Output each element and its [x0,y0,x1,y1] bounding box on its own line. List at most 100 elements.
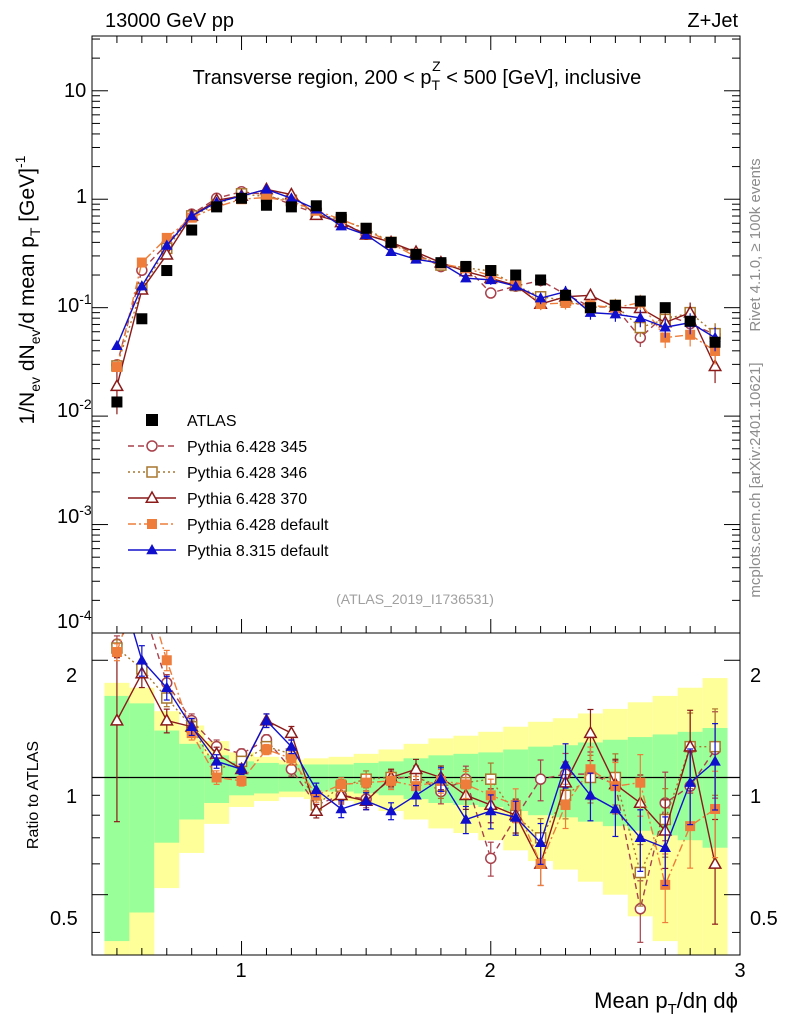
xtick-2: 2 [484,960,495,982]
main-line-4 [116,188,716,347]
main-point-4-17 [534,292,547,303]
ratio-point-4-4 [210,755,223,766]
main-point-2-0 [109,378,124,392]
ratio-point-4-24 [709,755,721,766]
legend-marker-0 [146,414,158,426]
ratio-point-4-2 [161,681,173,693]
atlas-point-15 [485,265,497,277]
main-point-3-1 [136,257,147,268]
main-point-2-2 [159,247,174,260]
ratio-point-3-11 [386,775,397,786]
ratio-point-4-16 [509,811,522,822]
ratio-point-4-10 [360,795,372,806]
main-point-3-23 [685,329,696,340]
main-series-3 [111,192,721,373]
legend-item-0: ATLAS [146,413,237,430]
ratio-point-4-18 [559,758,572,769]
ratio-ytick-labels: 0.5 1 2 0.5 1 2 [50,665,778,930]
band-stat-6 [254,762,279,794]
ratio-point-3-4 [211,772,222,783]
ytick-1e-4: 10-4 [57,607,92,633]
ratio-point-4-21 [634,831,647,843]
main-point-0-15 [485,287,497,299]
main-point-3-2 [161,232,172,243]
ratio-point-4-8 [310,783,323,795]
ratio-point-2-8 [309,803,324,817]
ratio-point-4-3 [185,720,198,731]
ratio-point-4-9 [335,802,347,814]
ratio-series-layer [92,570,740,943]
main-point-4-6 [260,183,273,194]
ratio-point-4-7 [285,740,298,751]
main-point-4-0 [111,339,123,350]
ytick-1e-1: 10-1 [57,291,92,317]
atlas-point-16 [510,269,522,281]
atlas-point-5 [236,192,248,204]
ratio-point-4-6 [260,714,273,725]
atlas-point-9 [335,211,347,223]
atlas-point-11 [385,236,397,248]
atlas-point-23 [684,315,696,327]
main-point-2-24 [708,358,723,372]
ratio-point-4-14 [460,813,472,824]
legend-marker-2 [146,466,158,478]
ratio-point-3-9 [336,779,347,790]
ratio-point-4-15 [485,805,497,816]
atlas-point-2 [161,265,173,277]
legend-label-4: Pythia 6.428 default [187,517,329,534]
ratio-point-3-2 [161,655,172,666]
ytick-1e-3: 10-3 [57,502,92,528]
main-series-0 [111,185,721,371]
ratio-point-2-9 [334,787,349,801]
main-series-1 [111,188,721,372]
ratio-ytick-2-right: 2 [750,665,761,687]
main-ytick-labels: 10-4 10-3 10-2 10-1 1 10 [57,80,92,633]
main-ylabel: 1/Nev dNev/d mean pT [GeV]-1 [12,155,43,424]
main-point-4-10 [360,228,372,240]
main-point-3-0 [111,362,122,373]
ratio-point-2-24 [708,856,723,869]
analysis-id: (ATLAS_2019_I1736531) [336,591,494,607]
ytick-1e-2: 10-2 [57,396,92,422]
atlas-point-3 [186,224,198,236]
atlas-point-4 [211,201,223,213]
ratio-point-3-10 [361,777,372,788]
atlas-point-13 [435,257,447,269]
band-stat-2 [154,730,180,843]
ratio-point-4-0 [111,570,123,580]
legend-item-3: Pythia 6.428 370 [128,490,307,508]
main-point-4-16 [509,280,522,291]
ratio-point-4-23 [684,776,696,787]
ratio-point-4-13 [435,773,447,784]
main-point-3-18 [560,297,571,308]
ytick-1: 1 [76,186,87,208]
xtick-labels: 1 2 3 [235,960,745,982]
band-stat-3 [179,743,205,820]
atlas-point-24 [709,336,721,348]
legend-marker-1 [146,440,158,452]
atlas-point-19 [584,302,596,314]
ratio-series-4 [111,570,721,887]
legend-item-1: Pythia 6.428 345 [128,439,307,456]
legend: ATLAS Pythia 6.428 345 Pythia 6.428 346 Pyt… [128,413,329,560]
legend-label-3: Pythia 6.428 370 [187,491,307,508]
atlas-point-18 [560,289,572,301]
atlas-point-6 [260,199,272,211]
ratio-ytick-0-5-right: 0.5 [750,908,778,930]
ratio-point-3-5 [236,775,247,786]
ratio-point-2-19 [583,725,598,739]
atlas-point-1 [136,313,148,325]
ratio-point-3-1 [137,571,147,581]
atlas-point-7 [285,201,297,213]
main-point-4-14 [460,272,472,283]
ratio-point-4-20 [609,802,622,814]
legend-item-2: Pythia 6.428 346 [128,465,307,482]
ratio-point-4-22 [659,841,671,852]
plot-title: Transverse region, 200 < pTZ < 500 [GeV]… [193,58,642,93]
xtick-1: 1 [235,960,246,982]
legend-item-5: Pythia 8.315 default [128,543,329,560]
ratio-point-3-21 [635,777,646,788]
main-point-4-7 [285,192,298,203]
legend-marker-4 [147,519,157,529]
